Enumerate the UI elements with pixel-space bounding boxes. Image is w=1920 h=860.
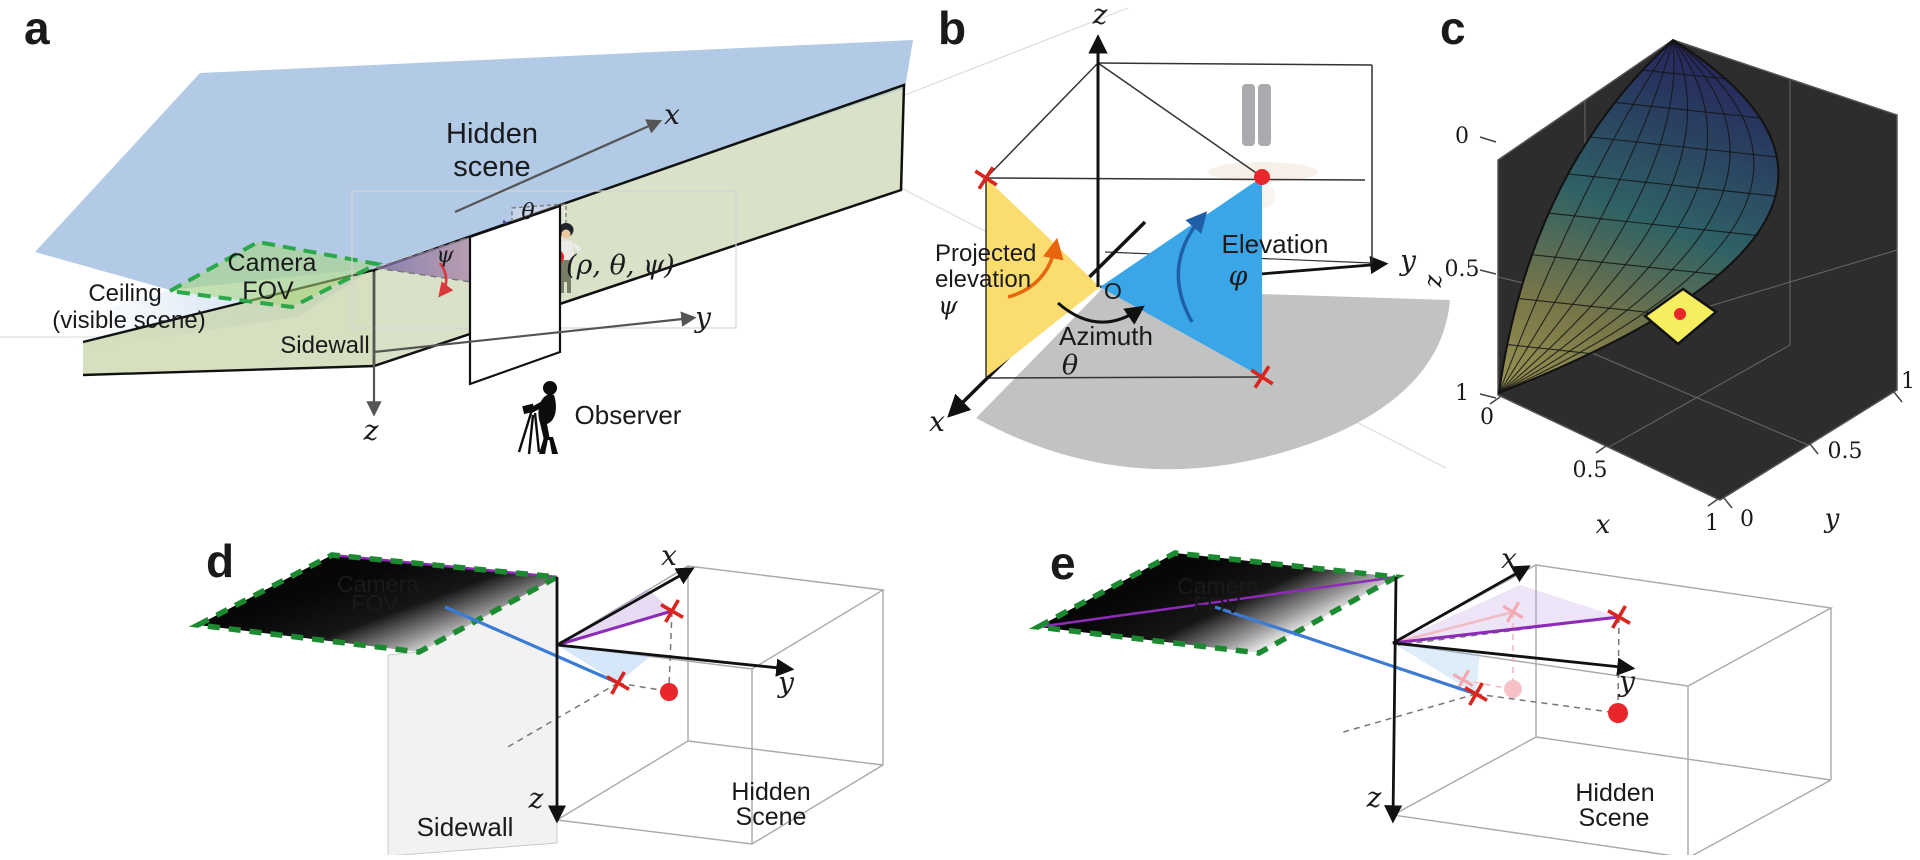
camera-fov-plane-d: [198, 555, 557, 652]
camera-fov-label-d1: Camera: [337, 571, 419, 597]
y-axis-label-d: y: [776, 666, 795, 699]
panel-e-tag: e: [1050, 537, 1076, 589]
purple-fov-edge-e: [1037, 575, 1397, 629]
psi-label-a: ψ: [436, 243, 454, 268]
panel-a: a Hidden scene Camera FOV Ceiling (visib…: [24, 2, 913, 455]
y-tick-1: 1: [1901, 369, 1915, 394]
cube-wireframe-d: [554, 565, 886, 845]
z-tick-0: 0: [1455, 124, 1469, 149]
observer-label: Observer: [575, 400, 682, 430]
blue-ray-e: [1214, 605, 1477, 696]
z-axis-label-b: z: [1092, 0, 1108, 31]
azimuth-arc: [1057, 301, 1145, 325]
x-axis-label-b: x: [929, 405, 945, 438]
z-tick-1: 1: [1455, 381, 1469, 406]
psi-arc: [438, 262, 454, 298]
doorway: [468, 204, 562, 386]
hidden-scene-label-e1: Hidden: [1575, 779, 1654, 807]
azimuth-shade-d: [557, 589, 672, 645]
sidewall-label: Sidewall: [280, 332, 369, 359]
azimuth-label: Azimuth: [1059, 321, 1153, 351]
ceiling-label-2: (visible scene): [52, 307, 205, 334]
purple-ray-e: [1392, 615, 1620, 645]
y-axis: [373, 311, 697, 354]
y-axis-label-e: y: [1617, 665, 1636, 698]
y-tick-0: 0: [1740, 507, 1754, 532]
surface-mesh: [1497, 38, 1780, 395]
hidden-scene-label-2: scene: [453, 151, 530, 183]
z-axis-label-c: z: [1419, 274, 1447, 288]
elevation-label: Elevation: [1222, 229, 1329, 259]
elevation-triangle: [1100, 177, 1262, 377]
blue-ray-d: [444, 605, 619, 685]
elevation-shade-e: [1393, 643, 1480, 694]
projected-label-2: elevation: [935, 266, 1031, 293]
z-axis-label-e: z: [1366, 781, 1382, 814]
projected-elevation-triangle: [986, 178, 1100, 377]
x-tick-0: 0: [1480, 405, 1494, 430]
elevation-arc: [1176, 211, 1208, 323]
panel-c: c 0 0.5 1 0 0.5 1 0 0.5 1 x y z: [1419, 2, 1915, 540]
hidden-scene-label-e2: Scene: [1579, 804, 1650, 832]
panel-c-tag: c: [1440, 2, 1466, 54]
camera-fov-area: [163, 239, 384, 310]
ceiling-plane: [35, 40, 913, 290]
hidden-scene-label-1: Hidden: [446, 118, 538, 150]
azimuth-symbol: θ: [1062, 350, 1078, 381]
point-coords-label: (ρ, θ, ψ): [566, 250, 675, 281]
hidden-scene-label-d2: Scene: [736, 803, 807, 831]
purple-ray-d: [556, 609, 673, 647]
x-axis-label-a: x: [664, 98, 680, 131]
camera-fov-label-d2: FOV: [351, 590, 399, 616]
ghost-projection-e: [1392, 600, 1525, 698]
target-point-d: [660, 683, 678, 701]
projected-label-1: Projected: [935, 240, 1036, 267]
target-point-e: [1608, 703, 1628, 723]
psi-label-b: ψ: [938, 291, 958, 320]
z-tick-05: 0.5: [1445, 257, 1480, 282]
axes-e: [1384, 565, 1636, 824]
x-axis-label-e: x: [1501, 542, 1517, 575]
origin-label: O: [1104, 278, 1122, 304]
panel-b-tag: b: [938, 2, 966, 54]
ceiling-label-1: Ceiling: [88, 280, 161, 307]
panel-e: e Camera FOV Hidden Scene x y z: [1029, 537, 1834, 859]
target-point-c: [1674, 308, 1686, 320]
hidden-scene-label-d1: Hidden: [731, 778, 810, 806]
y-axis-label-b: y: [1398, 244, 1417, 277]
panel-d-tag: d: [206, 535, 234, 587]
panel-b: b O Projected elevation ψ Azimuth θ Elev…: [929, 0, 1450, 470]
x-tick-1: 1: [1705, 511, 1719, 536]
sidewall-label-d: Sidewall: [417, 812, 514, 842]
axes-d: [547, 567, 795, 824]
y-axis-label-c: y: [1824, 504, 1840, 534]
elevation-symbol: φ: [1229, 261, 1248, 292]
z-axis-label-d: z: [528, 782, 544, 815]
camera-fov-label-e2: FOV: [1193, 592, 1241, 618]
y-tick-05: 0.5: [1828, 439, 1863, 464]
x-axis-label-c: x: [1596, 510, 1611, 540]
camera-fov-label-e1: Camera: [1177, 573, 1259, 599]
panel-a-tag: a: [24, 2, 50, 54]
ghost-mannequin: [1208, 84, 1318, 208]
camera-fov-label-1: Camera: [228, 249, 317, 277]
elevation-shade-d: [557, 645, 652, 683]
x-axis: [454, 119, 663, 214]
target-point-b: [1254, 169, 1270, 185]
x-tick-05: 0.5: [1573, 458, 1608, 483]
x-axis-label-d: x: [661, 539, 677, 572]
camera-fov-label-2: FOV: [242, 277, 294, 305]
panel-d: d Camera FOV Sidewall Hidden Scene x y z: [188, 535, 886, 857]
theta-label-a: θ: [521, 200, 534, 225]
z-axis-label-a: z: [363, 414, 379, 447]
cube-wireframe-e: [1390, 564, 1834, 859]
y-axis-label-a: y: [693, 301, 712, 334]
observer-figure: [517, 381, 558, 455]
plot3d-ticks: [1479, 136, 1903, 509]
projected-elevation-arc: [1007, 237, 1064, 299]
floor-sector: [976, 289, 1450, 470]
